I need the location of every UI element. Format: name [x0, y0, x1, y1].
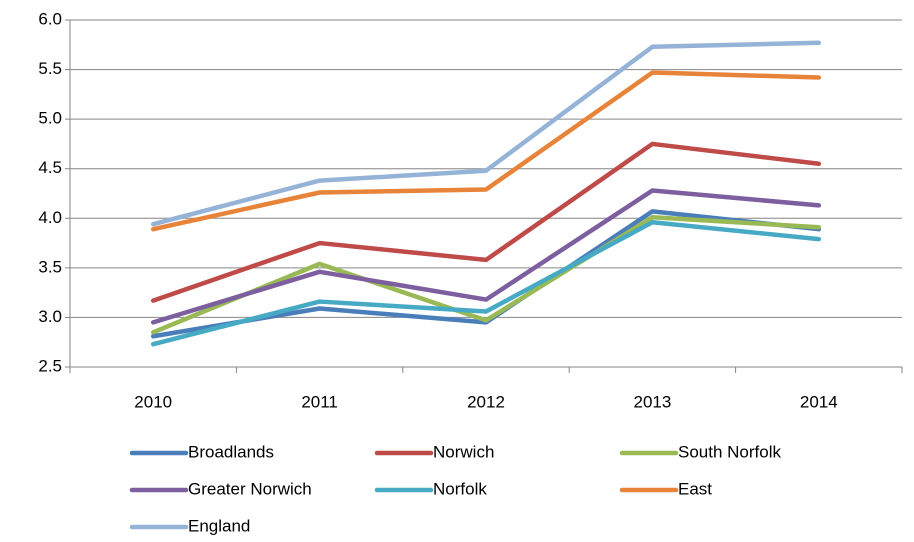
y-tick-label: 4.5: [38, 158, 62, 177]
y-tick-label: 5.0: [38, 109, 62, 128]
series-line: [150, 141, 822, 303]
y-tick-label: 6.0: [38, 9, 62, 28]
series-line: [150, 70, 822, 232]
legend-label: Norfolk: [433, 479, 487, 498]
x-tick-label: 2010: [134, 392, 172, 411]
y-tick-label: 2.5: [38, 356, 62, 375]
y-tick-label: 3.0: [38, 307, 62, 326]
x-tick-label: 2011: [301, 392, 338, 411]
y-tick-label: 4.0: [38, 208, 62, 227]
series-line: [150, 220, 822, 347]
legend-label: South Norfolk: [678, 442, 781, 461]
series-line: [150, 40, 822, 227]
x-tick-label: 2012: [467, 392, 505, 411]
legend-label: Broadlands: [188, 442, 274, 461]
x-tick-label: 2014: [800, 392, 838, 411]
legend-label: East: [678, 479, 712, 498]
series-line: [150, 188, 822, 325]
series-line: [150, 215, 822, 335]
legend-label: Greater Norwich: [188, 479, 312, 498]
legend-label: England: [188, 516, 250, 535]
y-tick-label: 3.5: [38, 257, 62, 276]
x-tick-label: 2013: [633, 392, 671, 411]
y-tick-label: 5.5: [38, 59, 62, 78]
legend-label: Norwich: [433, 442, 494, 461]
